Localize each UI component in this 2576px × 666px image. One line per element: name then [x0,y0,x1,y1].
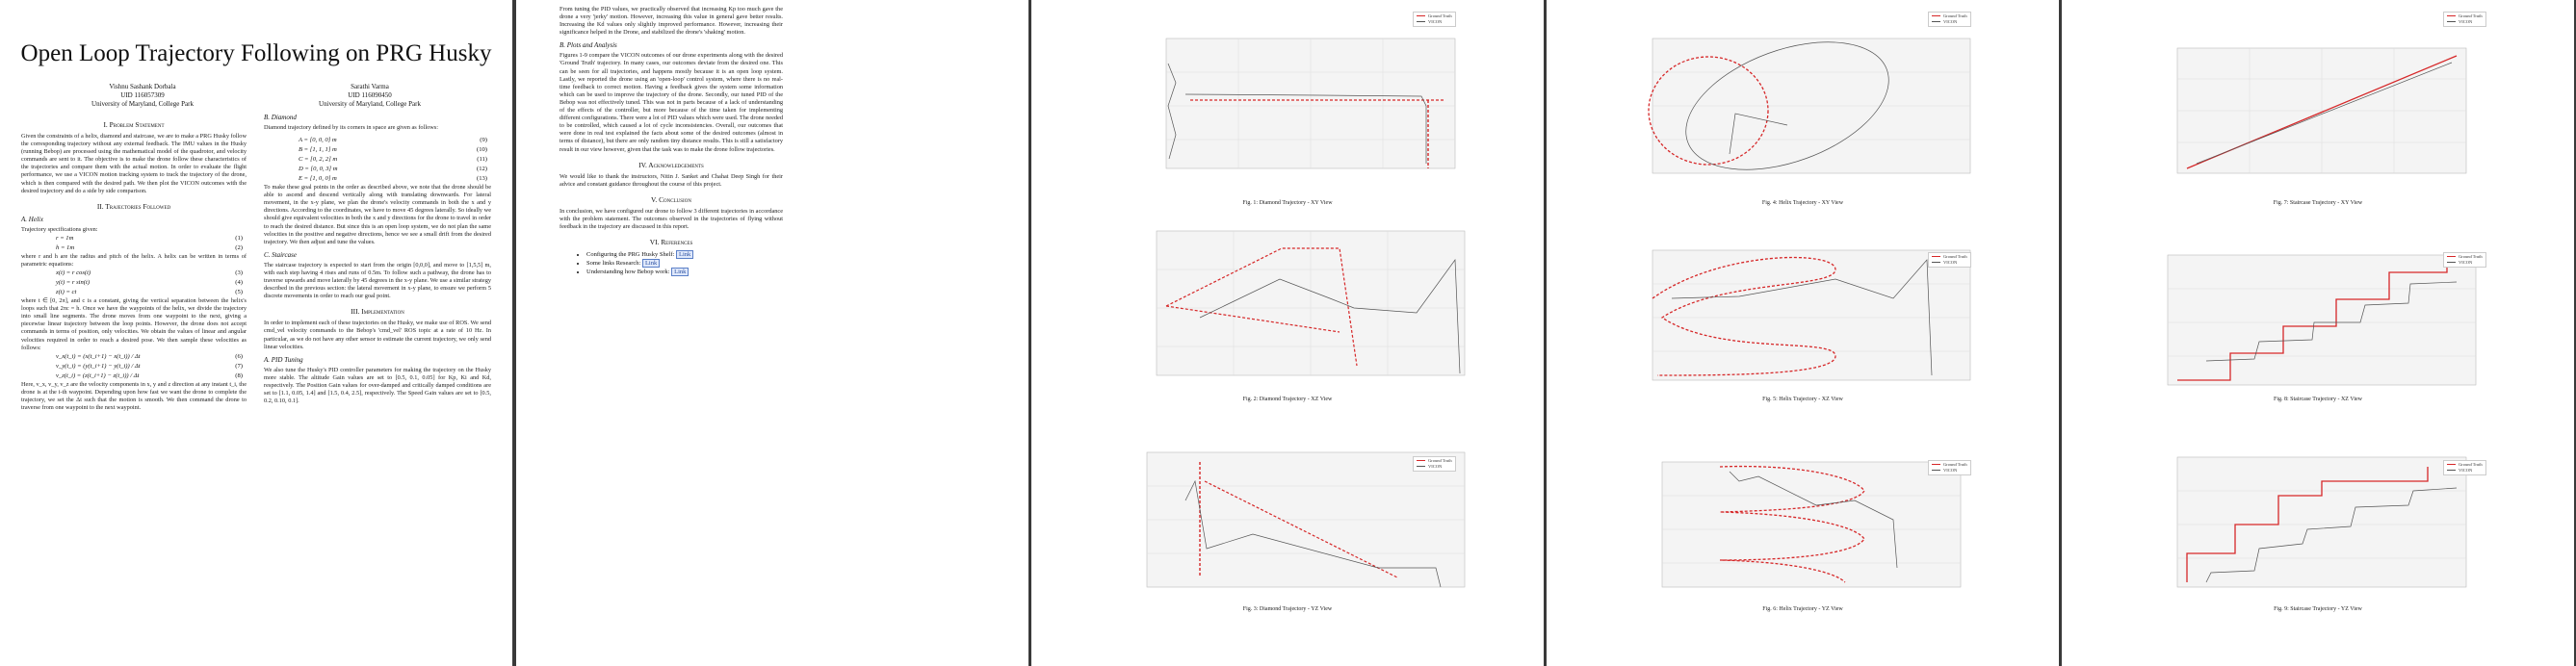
equation: E = [1, 0, 0] m (13) [299,175,487,183]
equation: v_y(t_i) = (y(t_i+1) − y(t_i)) / Δt (7) [56,362,243,370]
legend: Ground Truth VICON [1928,12,1971,27]
figure-helix-yz [1661,461,1962,588]
figure-caption: Fig. 3: Diamond Trajectory - YZ View [1242,606,1333,612]
reference-link[interactable]: Link [671,268,690,277]
subsection-heading: A. PID Tuning [264,355,303,364]
author-2: Sarathi Varma UID 116090450 University o… [319,83,421,109]
legend: Ground Truth VICON [1413,12,1456,27]
figure-staircase-xz [2167,254,2477,386]
paragraph: where t ∈ [0, 2π], and c is a constant, … [21,297,247,351]
reference-list: Configuring the PRG Husky Shelf: Link So… [559,250,783,277]
equation: A = [0, 0, 0] m (9) [299,137,487,144]
page-4: Ground Truth VICON Fig. 4: Helix Trajecto… [1547,0,2059,666]
author-uid: UID 116057309 [120,91,165,99]
section-heading: IV. Acknowledgements [638,160,704,169]
section-heading: VI. References [649,238,693,247]
paragraph: where r and h are the radius and pitch o… [21,252,247,268]
figure-caption: Fig. 5: Helix Trajectory - XZ View [1762,397,1843,402]
author-name: Vishnu Sashank Dorbala [109,83,176,90]
paper-title: Open Loop Trajectory Following on PRG Hu… [20,40,492,66]
figure-diamond-xz [1156,230,1466,376]
figure-diamond-yz [1146,451,1466,588]
paragraph: We would like to thank the instructors, … [559,172,783,188]
paragraph: From tuning the PID values, we practical… [559,6,783,37]
author-affiliation: University of Maryland, College Park [91,100,194,108]
subsection-heading: B. Plots and Analysis [559,41,617,50]
figure-caption: Fig. 6: Helix Trajectory - YZ View [1762,606,1843,612]
equation: r = 1m (1) [56,234,243,242]
author-block: Vishnu Sashank Dorbala UID 116057309 Uni… [29,83,483,109]
author-uid: UID 116090450 [348,91,392,99]
paragraph: The staircase trajectory is expected to … [264,261,491,300]
paragraph: We also tune the Husky's PID controller … [264,366,491,405]
paragraph: Trajectory specifications given: [21,225,98,233]
equation: B = [1, 1, 1] m (10) [299,146,487,154]
reference-link[interactable]: Link [676,250,694,260]
figure-caption: Fig. 9: Staircase Trajectory - YZ View [2274,606,2362,612]
left-column: From tuning the PID values, we practical… [559,6,783,277]
equation: y(t) = r sin(t) (4) [56,279,243,287]
equation: h = 1m (2) [56,243,243,251]
right-column: B. Diamond Diamond trajectory defined by… [264,114,491,405]
legend: Ground Truth VICON [2443,460,2486,475]
paragraph: In order to implement each of these traj… [264,320,491,350]
page-5: Ground Truth VICON Fig. 7: Staircase Traj… [2062,0,2574,666]
subsection-heading: A. Helix [21,215,43,223]
left-column: I. Problem Statement Given the constrain… [21,114,247,412]
figure-caption: Fig. 8: Staircase Trajectory - XZ View [2273,397,2362,402]
legend: Ground Truth VICON [2443,252,2486,268]
page-3: Ground Truth VICON Fig. 1: Diamond Trajec… [1031,0,1544,666]
equation: v_z(t_i) = (z(t_i+1) − z(t_i)) / Δt (8) [56,371,243,379]
figure-staircase-xy [2176,47,2467,174]
legend: Ground Truth VICON [2443,12,2486,27]
reference-item: Some links Research: Link [586,259,783,269]
author-name: Sarathi Varma [351,83,389,90]
reference-link[interactable]: Link [641,259,661,269]
equation: C = [0, 2, 2] m (11) [299,156,487,164]
subsection-heading: C. Staircase [264,250,297,259]
equation: v_x(t_i) = (x(t_i+1) − x(t_i)) / Δt (6) [56,352,243,360]
author-affiliation: University of Maryland, College Park [319,100,421,108]
section-heading: V. Conclusion [651,194,691,204]
equation: z(t) = ct (5) [56,289,243,296]
figure-helix-xz [1652,249,1971,381]
section-heading: II. Trajectories Followed [96,201,171,211]
legend: Ground Truth VICON [1413,456,1456,472]
figure-staircase-yz [2176,456,2467,588]
legend: Ground Truth VICON [1928,460,1971,475]
reference-item: Understanding how Bebop work: Link [586,268,783,277]
figure-caption: Fig. 1: Diamond Trajectory - XY View [1242,200,1333,206]
paragraph: In conclusion, we have configured our dr… [559,207,783,230]
figure-caption: Fig. 2: Diamond Trajectory - XZ View [1242,397,1333,402]
section-heading: I. Problem Statement [103,120,165,129]
section-heading: III. Implementation [351,307,404,317]
reference-item: Configuring the PRG Husky Shelf: Link [586,250,783,260]
figure-caption: Fig. 7: Staircase Trajectory - XY View [2273,200,2363,206]
page-1: Open Loop Trajectory Following on PRG Hu… [0,0,512,666]
page-2: From tuning the PID values, we practical… [516,0,1028,666]
paragraph: Diamond trajectory defined by its corner… [264,124,438,131]
equation: D = [0, 0, 3] m (12) [299,166,487,173]
paragraph: Here, v_x, v_y, v_z are the velocity com… [21,380,247,411]
paragraph: Given the constraints of a helix, diamon… [21,133,247,194]
equation: x(t) = r cos(t) (3) [56,269,243,277]
author-1: Vishnu Sashank Dorbala UID 116057309 Uni… [91,83,194,109]
paragraph: Figures 1-9 compare the VICON outcomes o… [559,52,783,153]
legend: Ground Truth VICON [1928,252,1971,268]
figure-caption: Fig. 4: Helix Trajectory - XY View [1761,200,1844,206]
figure-helix-xy [1648,38,1971,174]
subsection-heading: B. Diamond [264,114,297,121]
paragraph: To make these goal points in the order a… [264,184,491,245]
figure-diamond-xy [1165,38,1456,169]
